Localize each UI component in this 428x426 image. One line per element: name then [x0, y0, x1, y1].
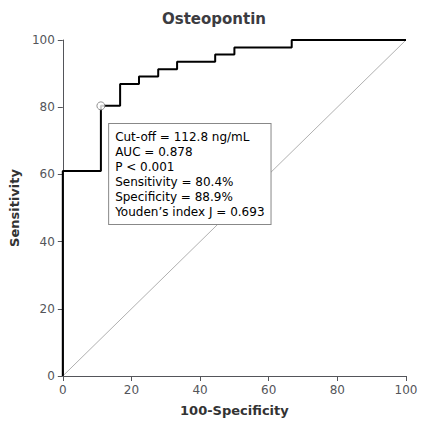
svg-text:Sensitivity: Sensitivity — [7, 169, 22, 247]
svg-text:Cut-off = 112.8 ng/mL: Cut-off = 112.8 ng/mL — [115, 130, 250, 144]
svg-text:0: 0 — [59, 383, 67, 397]
svg-text:40: 40 — [192, 383, 207, 397]
svg-text:AUC = 0.878: AUC = 0.878 — [115, 145, 192, 159]
svg-text:100: 100 — [32, 33, 55, 47]
svg-text:0: 0 — [47, 369, 55, 383]
svg-text:80: 80 — [330, 383, 345, 397]
svg-text:Specificity = 88.9%: Specificity = 88.9% — [115, 190, 233, 204]
svg-text:40: 40 — [40, 235, 55, 249]
svg-text:100-Specificity: 100-Specificity — [180, 403, 289, 418]
svg-text:60: 60 — [40, 167, 55, 181]
svg-text:Sensitivity = 80.4%: Sensitivity = 80.4% — [115, 175, 233, 189]
svg-text:Youden’s index J = 0.693: Youden’s index J = 0.693 — [114, 205, 264, 219]
svg-text:100: 100 — [395, 383, 418, 397]
svg-text:80: 80 — [40, 100, 55, 114]
svg-text:Osteopontin: Osteopontin — [162, 10, 266, 28]
svg-text:60: 60 — [261, 383, 276, 397]
svg-text:20: 20 — [40, 302, 55, 316]
svg-text:20: 20 — [124, 383, 139, 397]
svg-text:P < 0.001: P < 0.001 — [115, 160, 174, 174]
